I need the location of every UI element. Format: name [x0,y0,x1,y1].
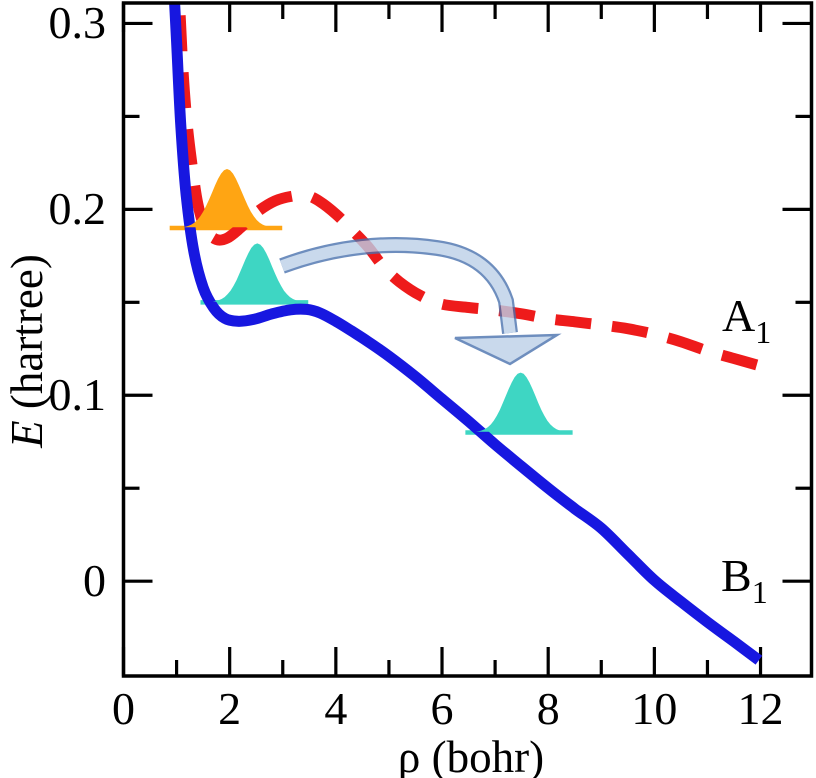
transfer-arrow-band [280,239,516,334]
initial-wavepacket-lower [212,243,302,302]
y-tick-label: 0.3 [48,0,107,49]
wavepacket-transfer-arrow [279,237,562,366]
x-tick-label: 4 [324,683,348,734]
x-tick-label: 0 [112,683,135,734]
y-tick-label: 0.1 [48,369,107,421]
series-label-A1-sub: 1 [755,314,772,350]
initial-wavepacket-upper [182,169,272,228]
y-tick-label: 0.2 [48,183,107,235]
final-wavepacket [476,372,566,432]
series-label-A1: A1 [722,293,771,355]
series-label-B1-main: B [721,550,752,601]
series-label-B1: B1 [721,553,768,615]
y-tick-label: 0 [83,555,106,607]
series-label-A1-main: A [722,290,756,341]
x-tick-label: 8 [536,683,560,734]
y-axis-label: E (hartree) [2,201,52,501]
transfer-arrow-head [454,333,562,366]
x-axis-label: ρ (bohr) [397,732,545,778]
y-axis-label-unit: (hartree) [2,254,52,421]
series-label-B1-sub: 1 [751,574,768,610]
x-tick-label: 12 [737,683,784,734]
series-B1-curve [169,2,763,665]
x-tick-label: 2 [218,683,242,734]
x-tick-label: 6 [430,683,454,734]
x-tick-label: 10 [631,683,678,734]
plot-border [121,1,814,678]
y-axis-label-symbol: E [2,420,52,448]
